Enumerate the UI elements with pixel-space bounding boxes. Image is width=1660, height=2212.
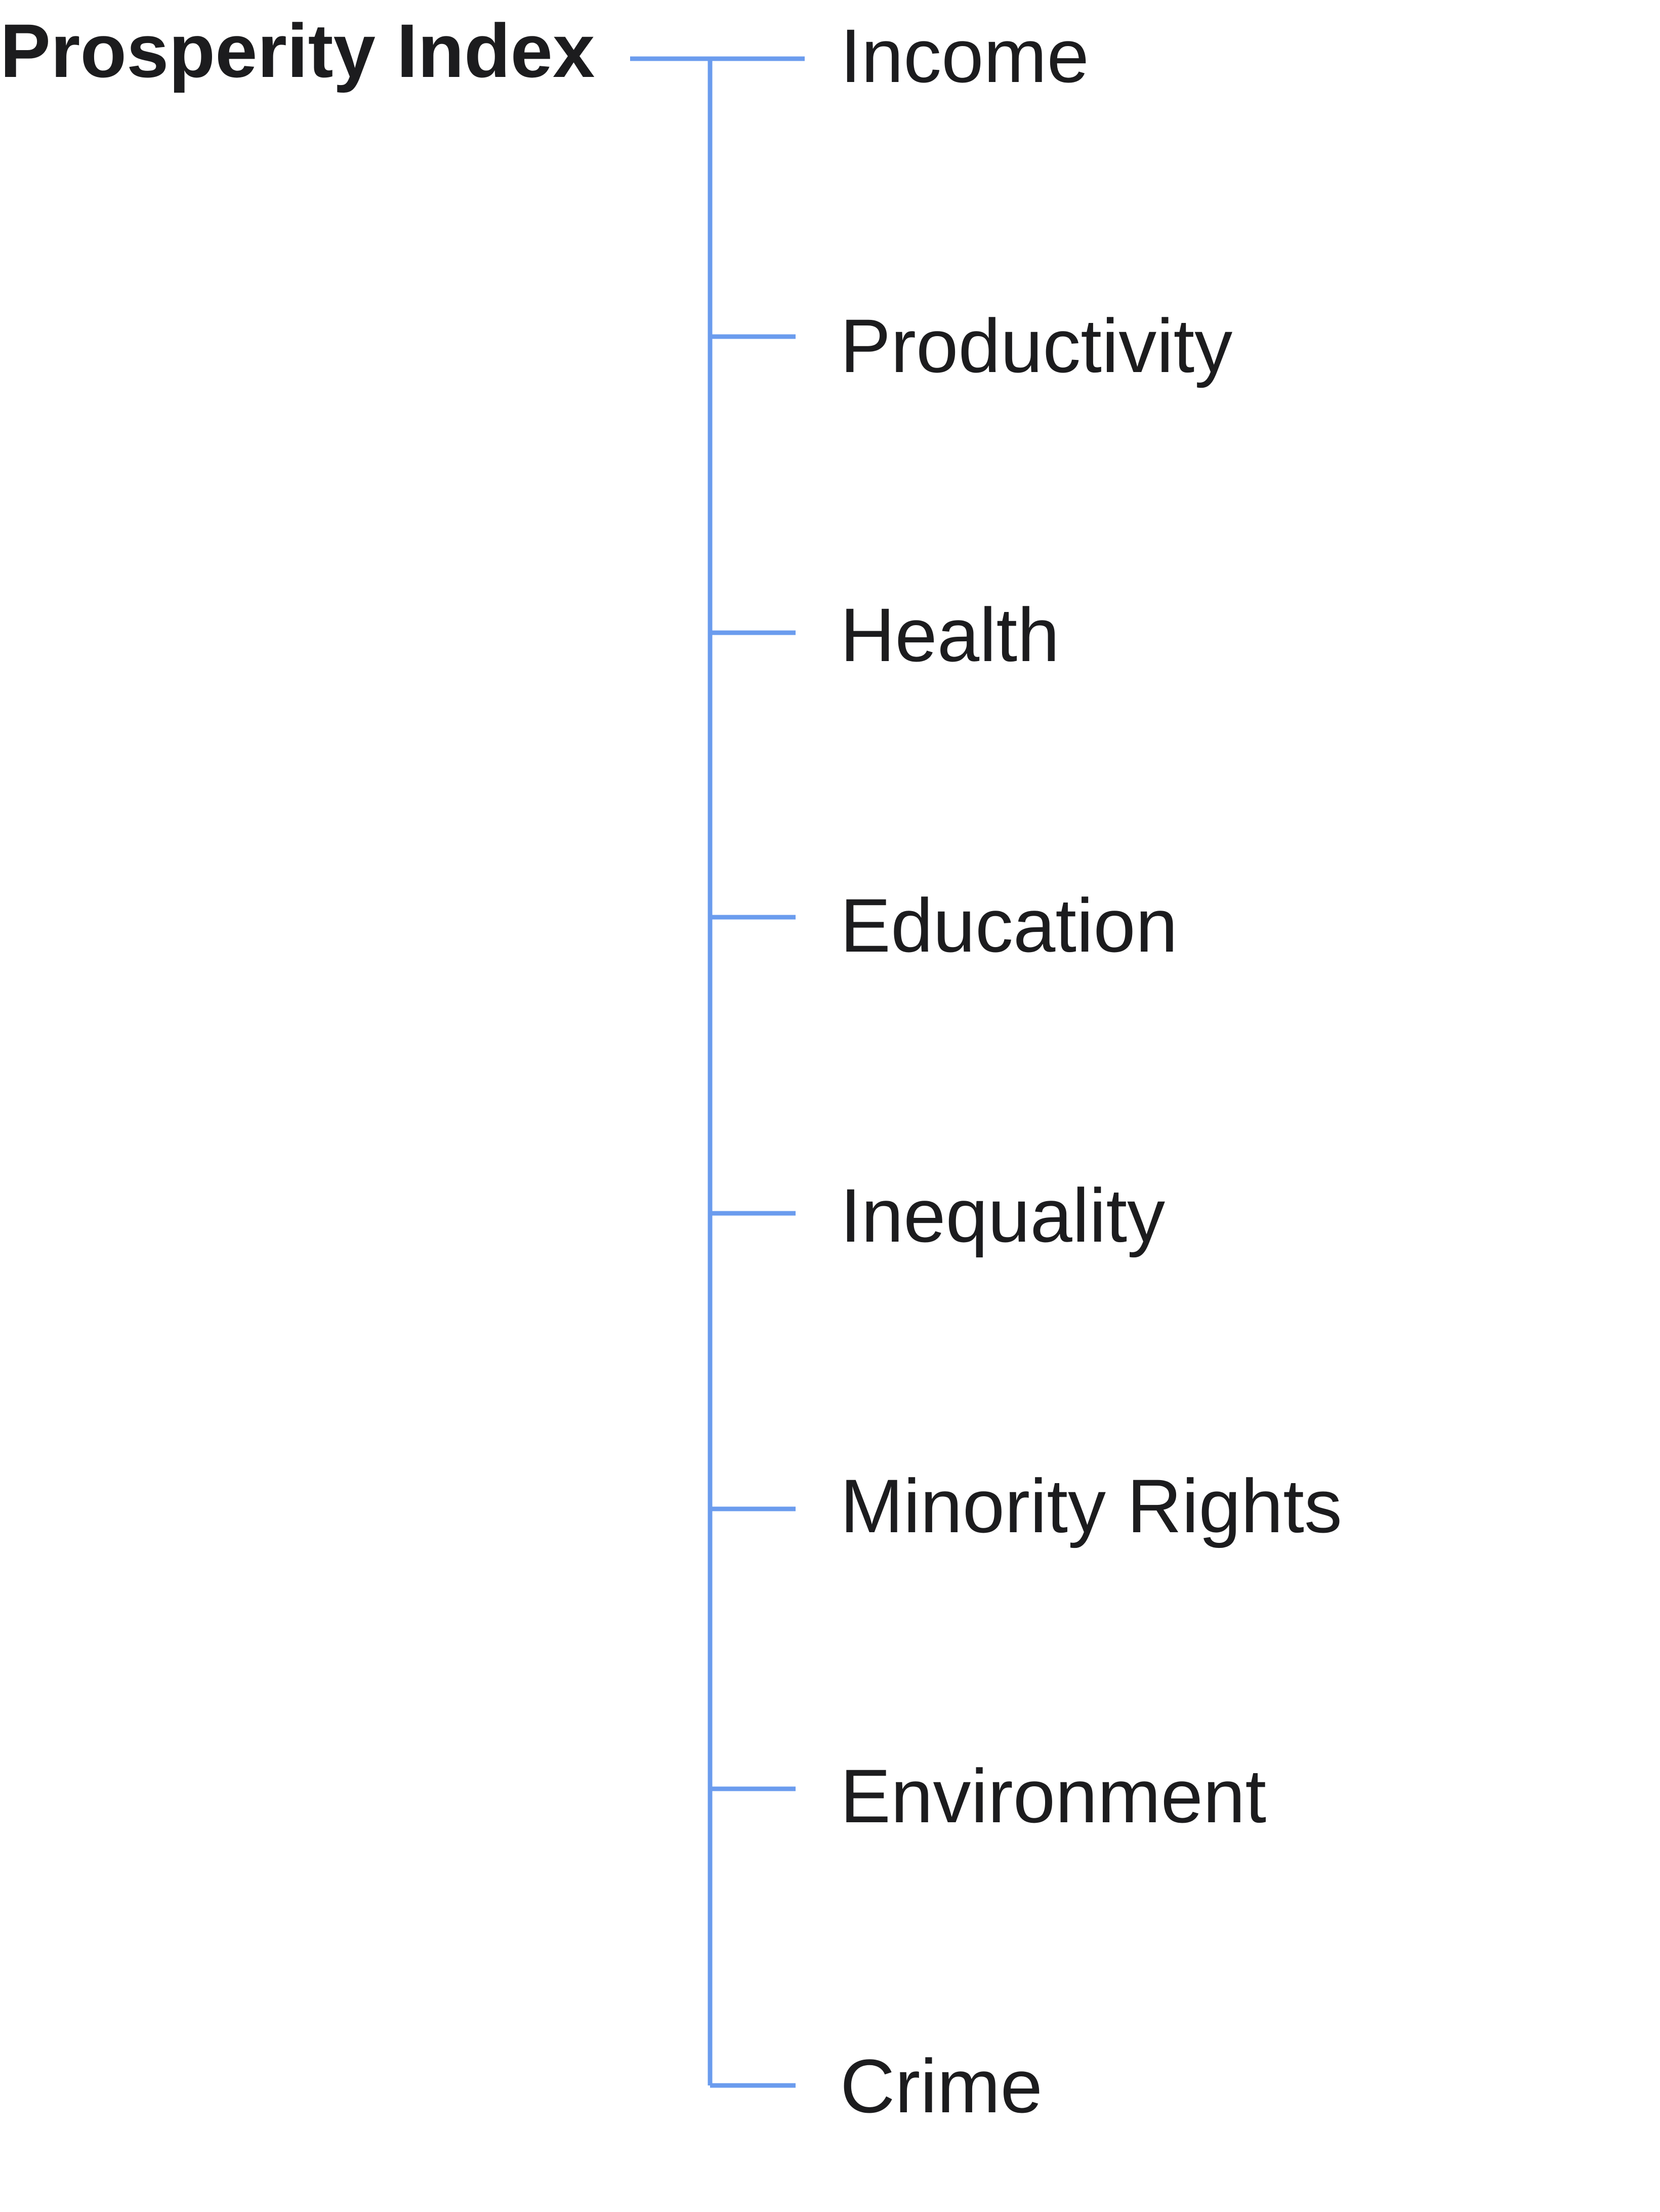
root-node-label: Prosperity Index xyxy=(0,8,595,93)
child-node-label-inequality: Inequality xyxy=(840,1173,1165,1258)
child-node-label-education: Education xyxy=(840,883,1178,968)
child-node-label-health: Health xyxy=(840,592,1060,677)
child-node-label-crime: Crime xyxy=(840,2043,1043,2128)
connectors xyxy=(630,56,805,2088)
child-labels: Income Productivity Health Education Ine… xyxy=(840,13,1342,2128)
child-node-label-environment: Environment xyxy=(840,1753,1266,1838)
child-node-label-income: Income xyxy=(840,13,1089,98)
child-node-label-productivity: Productivity xyxy=(840,303,1232,388)
child-node-label-minority-rights: Minority Rights xyxy=(840,1463,1342,1548)
